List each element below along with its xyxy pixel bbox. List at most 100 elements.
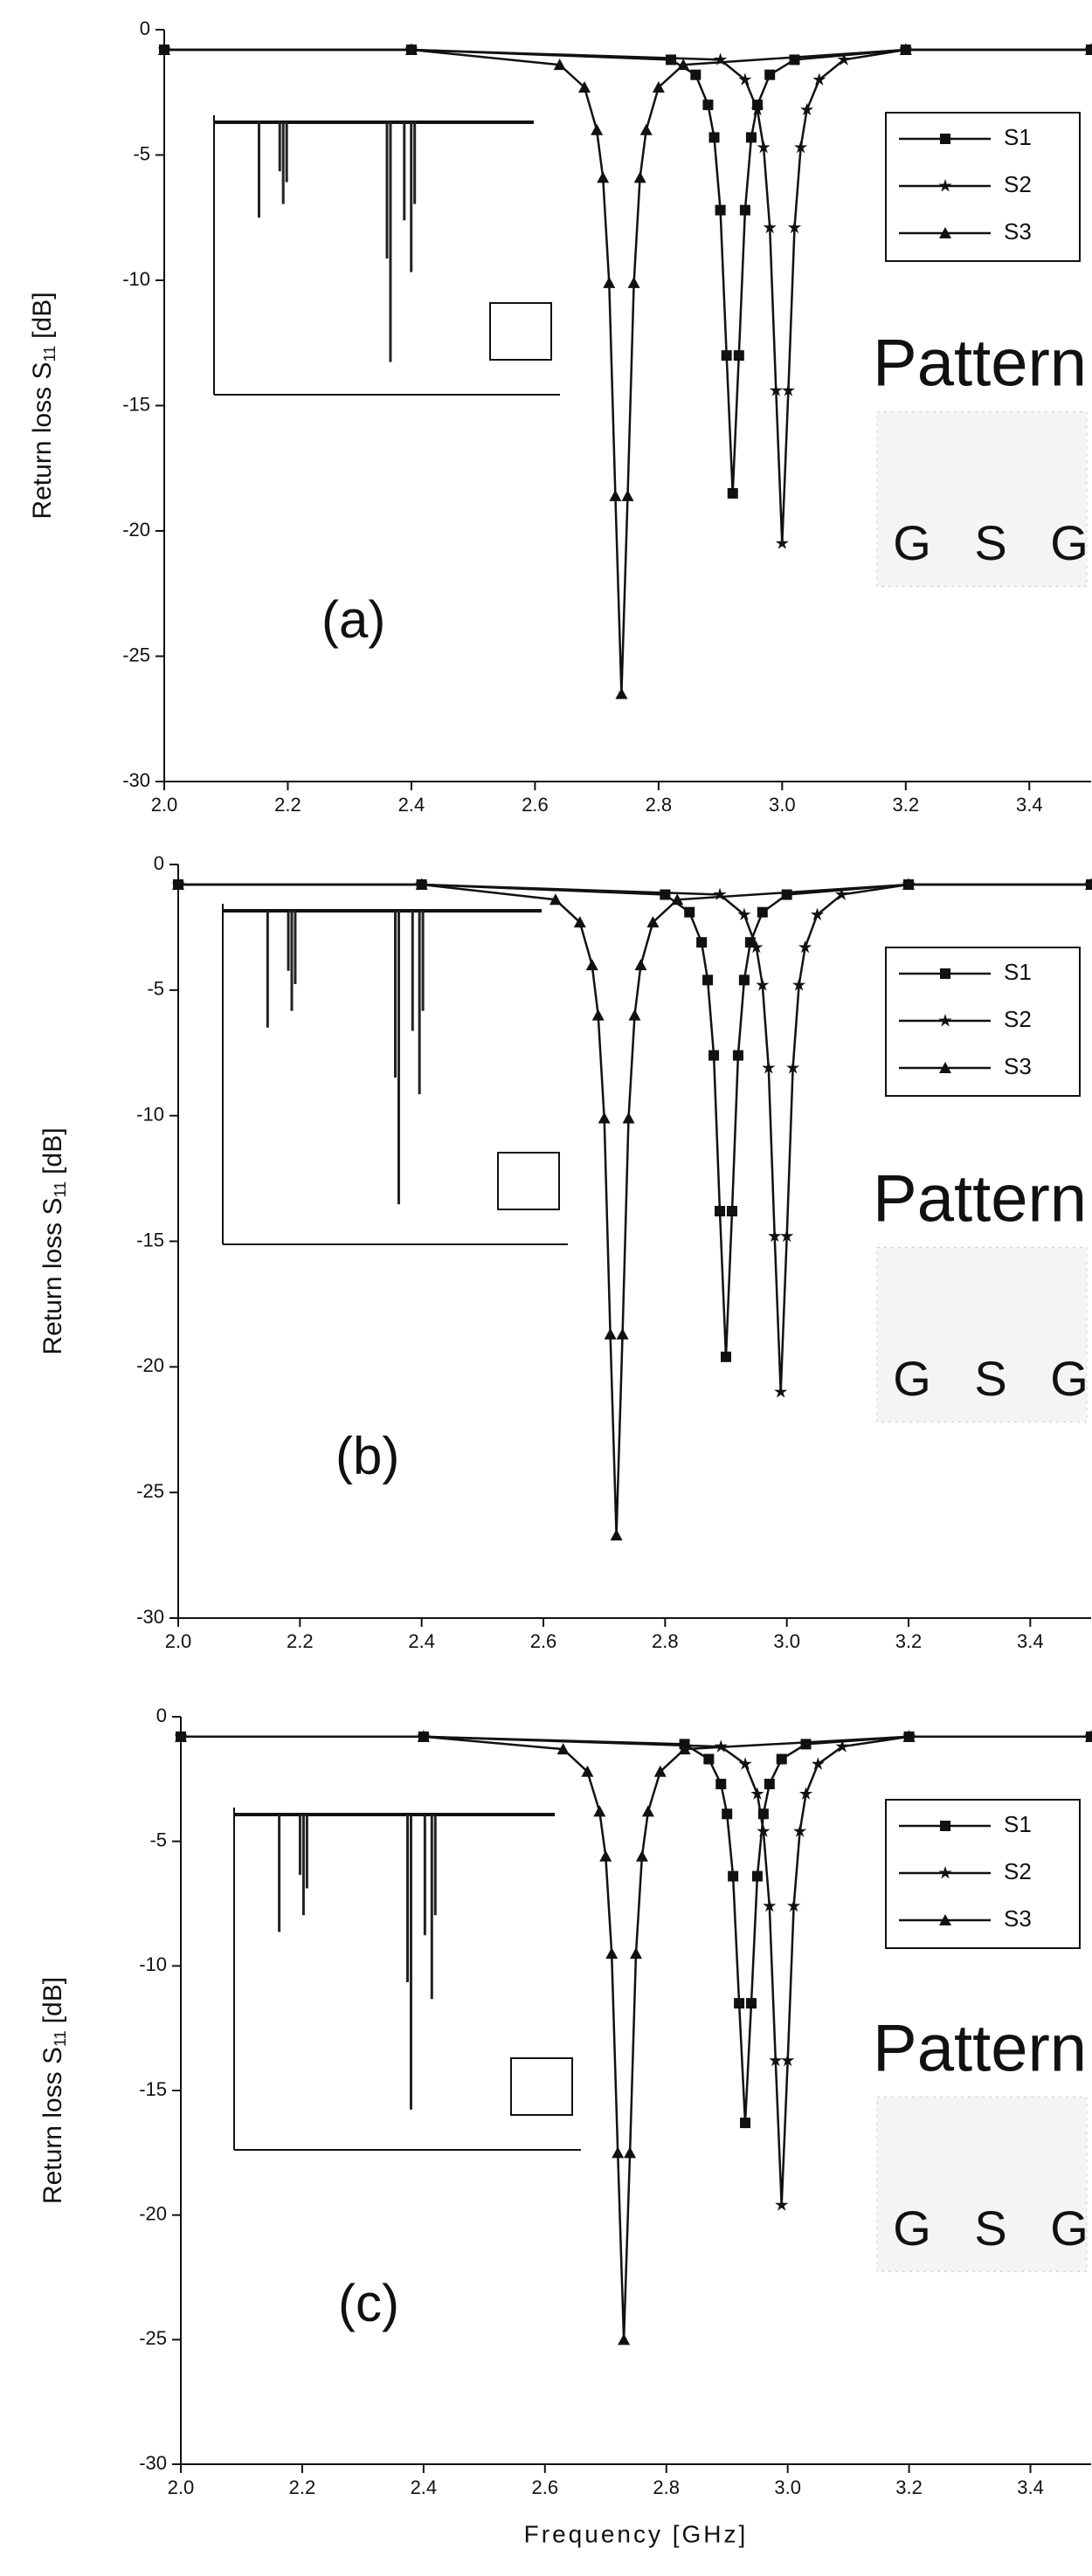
- y-axis-label-subscript: 11: [52, 2030, 69, 2047]
- marker: [690, 69, 702, 80]
- marker: [549, 893, 562, 906]
- marker: [604, 1327, 617, 1340]
- y-axis-label-unit: [dB]: [28, 292, 57, 338]
- y-tick-label: -15: [139, 2078, 167, 2100]
- panel-label: (c): [338, 2274, 399, 2332]
- panel: 0 -5 -10 -15 -20 -25 -302.0 2.2 2.4 2.6 2.8 3.0 3.2 3…: [28, 17, 1092, 816]
- marker: [940, 968, 950, 979]
- marker: [708, 132, 720, 143]
- marker: [646, 916, 660, 928]
- electrode-label: S: [974, 2201, 1006, 2256]
- legend-label: S2: [1004, 1006, 1032, 1032]
- x-tick-label: 3.2: [895, 1630, 923, 1652]
- marker: [708, 1050, 720, 1061]
- marker: [641, 1805, 654, 1817]
- x-tick-label: 3.0: [769, 794, 796, 816]
- legend-label: S1: [1004, 124, 1032, 150]
- x-tick-label: 2.0: [168, 2476, 195, 2498]
- y-tick-label: -25: [136, 1480, 164, 1502]
- marker: [653, 1765, 667, 1777]
- marker: [750, 102, 764, 116]
- marker: [577, 81, 591, 93]
- marker: [812, 72, 826, 86]
- y-tick-label: 0: [154, 852, 164, 874]
- marker: [721, 1351, 731, 1362]
- marker: [615, 687, 628, 699]
- marker: [591, 123, 604, 135]
- x-tick-label: 3.0: [774, 2476, 801, 2498]
- marker: [585, 959, 598, 971]
- panel-label: (a): [321, 590, 385, 649]
- pattern-image: [876, 1246, 1088, 1422]
- electrode-label: G: [1050, 2201, 1089, 2256]
- marker: [1085, 878, 1092, 891]
- marker: [938, 1014, 952, 1027]
- marker: [764, 1779, 775, 1790]
- marker: [677, 59, 690, 71]
- y-tick-label: 0: [140, 17, 150, 39]
- marker: [769, 383, 783, 396]
- legend-label: S3: [1004, 1053, 1032, 1079]
- marker: [622, 1112, 635, 1124]
- electrode-label: G: [1050, 1351, 1089, 1406]
- marker: [939, 227, 951, 238]
- marker: [635, 1849, 648, 1862]
- pattern-image: [876, 2096, 1088, 2272]
- y-axis-label-text: Return loss S: [28, 362, 57, 519]
- y-tick-label: -20: [136, 1354, 164, 1376]
- x-tick-label: 3.0: [773, 1630, 800, 1652]
- marker: [684, 906, 695, 918]
- y-tick-label: -15: [122, 393, 150, 415]
- marker: [811, 1757, 825, 1770]
- marker: [834, 887, 848, 900]
- y-axis-label-text: Return loss S: [38, 1197, 67, 1354]
- marker: [610, 1529, 623, 1541]
- marker: [696, 937, 708, 948]
- marker: [899, 43, 912, 55]
- marker: [939, 1914, 951, 1925]
- y-tick-label: 0: [156, 1705, 167, 1726]
- x-tick-label: 2.0: [165, 1630, 192, 1652]
- marker: [793, 140, 808, 154]
- x-axis-label: Frequency [GHz]: [524, 2520, 749, 2547]
- x-tick-label: 3.4: [1016, 794, 1043, 816]
- marker: [737, 907, 751, 920]
- marker: [763, 220, 777, 234]
- marker: [800, 1739, 812, 1750]
- marker: [714, 1739, 728, 1753]
- pattern-label: Pattern 3: [873, 2011, 1092, 2085]
- marker: [556, 1743, 570, 1755]
- y-tick-label: -30: [122, 769, 150, 791]
- marker: [768, 1229, 782, 1243]
- marker: [902, 1730, 916, 1742]
- marker: [678, 1743, 691, 1755]
- x-tick-label: 2.6: [530, 1630, 557, 1652]
- pattern-image: [876, 410, 1088, 587]
- marker: [172, 878, 184, 891]
- panel: 0 -5 -10 -15 -20 -25 -302.0 2.2 2.4 2.6 2.8 3.0 3.2 3…: [38, 1705, 1092, 2547]
- y-axis-label: Return loss S11 [dB]: [28, 292, 59, 519]
- marker: [798, 940, 812, 954]
- marker: [702, 100, 714, 111]
- marker: [787, 220, 802, 234]
- y-tick-label: -5: [149, 1829, 167, 1850]
- marker: [732, 1050, 743, 1061]
- marker: [750, 940, 764, 954]
- marker: [624, 2146, 637, 2159]
- marker: [616, 1327, 629, 1340]
- marker: [751, 1870, 763, 1882]
- marker: [835, 1739, 849, 1753]
- electrode-label: S: [974, 515, 1006, 570]
- marker: [713, 887, 727, 900]
- y-axis-label-subscript: 11: [52, 1181, 69, 1198]
- x-tick-label: 2.4: [398, 794, 425, 816]
- marker: [603, 276, 616, 288]
- marker: [715, 1779, 727, 1790]
- marker: [702, 975, 714, 986]
- y-tick-label: -10: [136, 1103, 164, 1125]
- y-tick-label: -15: [136, 1229, 164, 1250]
- marker: [837, 52, 851, 65]
- x-tick-label: 2.0: [151, 794, 178, 816]
- marker: [1085, 43, 1092, 55]
- y-axis-label: Return loss S11 [dB]: [38, 1977, 69, 2204]
